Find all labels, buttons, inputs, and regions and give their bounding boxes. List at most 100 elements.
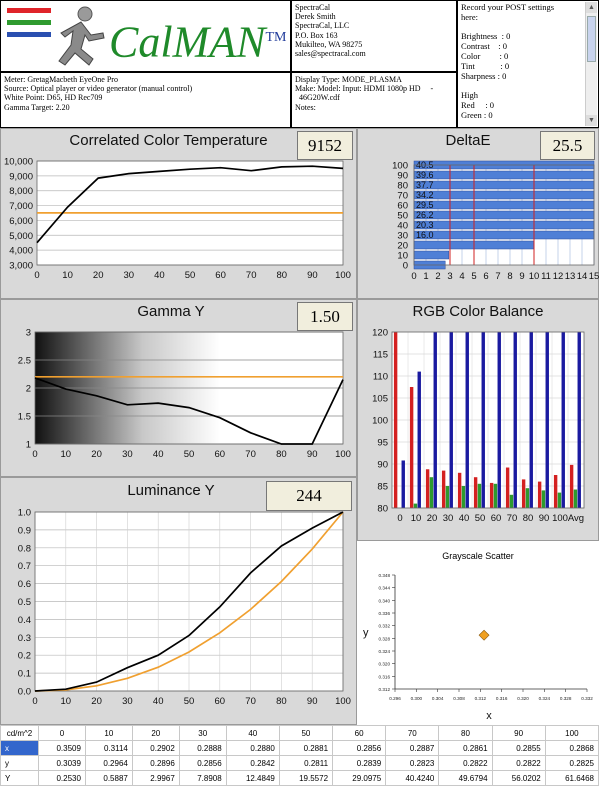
display-line: Notes: (295, 102, 316, 112)
table-cell[interactable]: 0.2839 (332, 755, 387, 771)
table-cell[interactable]: 0.2822 (491, 755, 546, 771)
cct-chart: 3,000 4,000 5,000 6,000 7,000 8,000 9,000 10,00… (4, 157, 351, 281)
row-header-cell[interactable]: Y (0, 770, 39, 786)
table-cell[interactable]: 50 (278, 725, 334, 741)
table-cell[interactable]: 0.2868 (544, 740, 599, 756)
table-cell[interactable]: 100 (544, 725, 599, 741)
table-cell[interactable]: 0.2964 (84, 755, 133, 771)
table-cell[interactable]: 0.3114 (84, 740, 133, 756)
row-header-cell[interactable]: x (0, 740, 39, 756)
x-tick-label: 0 (34, 270, 39, 281)
scroll-down-arrow-icon[interactable]: ▼ (586, 115, 597, 126)
table-cell[interactable]: 0.2823 (385, 755, 440, 771)
x-tick-label: 100 (552, 513, 568, 524)
luminance-chart: 0.0 0.1 0.2 0.3 0.4 0.5 0.6 0.7 0.8 0.9 1.0 0 10 20 30… (18, 508, 351, 708)
meter-line: White Point: D65, HD Rec709 (4, 93, 103, 103)
table-cell[interactable]: 0.2856 (178, 755, 227, 771)
x-tick-label: 0 (32, 449, 37, 460)
table-cell[interactable]: 30 (178, 725, 227, 741)
post-line: Red : 0 (461, 99, 495, 110)
y-tick-label: 0.344 (379, 586, 391, 591)
table-cell[interactable]: 0.2855 (491, 740, 546, 756)
plot-frame (34, 511, 344, 692)
rgb-bar-blue (481, 332, 485, 508)
table-cell[interactable]: 0.2902 (131, 740, 180, 756)
logo-trademark: TM (265, 30, 287, 45)
rgb-bar-green (429, 477, 434, 508)
table-cell[interactable]: 0.5887 (84, 770, 133, 786)
gamma-chart: 11.522.530 10 20 30 40 50 60 70 80 90 100 (18, 328, 351, 460)
table-cell[interactable]: 56.0202 (491, 770, 546, 786)
table-cell[interactable]: 0 (38, 725, 86, 741)
table-cell[interactable]: 60 (332, 725, 387, 741)
y-tick-label: 85 (377, 482, 388, 493)
company-line: Derek Smith (295, 12, 336, 22)
rgb-bar-red (569, 464, 574, 508)
x-tick-label: 80 (523, 513, 534, 524)
table-cell[interactable]: 0.2896 (131, 755, 180, 771)
x-tick-label: 50 (184, 449, 195, 460)
table-cell[interactable]: 90 (491, 725, 546, 741)
post-settings-box: Record your POST settings here: Brightne… (457, 0, 599, 128)
table-cell[interactable]: 0.3039 (38, 755, 86, 771)
table-cell[interactable]: 0.3509 (38, 740, 86, 756)
table-cell[interactable]: 0.2842 (225, 755, 280, 771)
table-cell[interactable]: 0.2530 (38, 770, 86, 786)
x-tick-label: 50 (184, 696, 195, 707)
table-cell[interactable]: 19.5572 (278, 770, 334, 786)
row-header-cell[interactable]: cd/m^2 (0, 725, 39, 741)
y-tick-label: 0.2 (18, 651, 31, 662)
table-cell[interactable]: 29.0975 (332, 770, 387, 786)
logo-stripe-blue (7, 32, 51, 37)
table-cell[interactable]: 2.9967 (131, 770, 180, 786)
scatter-panel: Grayscale Scatter 0.296 0.300 0.304 0.308 0.… (357, 541, 599, 725)
y-tick-label: 0.6 (18, 579, 31, 590)
cct-title: Correlated Color Temperature (69, 132, 268, 149)
rgb-bar-green (445, 486, 450, 508)
rgb-bar-red (393, 332, 398, 508)
table-cell[interactable]: 0.2887 (385, 740, 440, 756)
table-cell[interactable]: 0.2880 (225, 740, 280, 756)
table-cell[interactable]: 40 (225, 725, 280, 741)
table-cell[interactable]: 49.6794 (438, 770, 493, 786)
display-line: 46G20W.cdf (295, 93, 340, 103)
y-tick-label: 9,000 (9, 171, 33, 182)
x-tick-label: 60 (215, 696, 226, 707)
table-cell[interactable]: 0.2811 (278, 755, 334, 771)
y-tick-label: 120 (372, 328, 388, 339)
x-tick-label: 10 (61, 449, 72, 460)
table-cell[interactable]: 12.4849 (225, 770, 280, 786)
x-tick-label: 11 (541, 271, 551, 282)
row-header-cell[interactable]: y (0, 755, 39, 771)
rgb-bar-red (409, 387, 414, 508)
x-tick-label: 100 (335, 449, 351, 460)
table-cell[interactable]: 0.2861 (438, 740, 493, 756)
table-cell[interactable]: 0.2888 (178, 740, 227, 756)
cct-panel: Correlated Color Temperature 9152 3,000 4… (0, 128, 357, 299)
series-line (34, 511, 344, 692)
table-cell[interactable]: 0.2856 (332, 740, 387, 756)
x-tick-label: 40 (153, 696, 164, 707)
table-cell[interactable]: 7.8908 (178, 770, 227, 786)
scrollbar[interactable]: ▲ ▼ (585, 2, 597, 126)
display-line: Display Type: MODE_PLASMA (295, 75, 402, 84)
table-cell[interactable]: 80 (438, 725, 493, 741)
table-cell[interactable]: 10 (84, 725, 133, 741)
plot-frame (34, 331, 344, 445)
table-cell[interactable]: 40.4240 (385, 770, 440, 786)
y-tick-label: 5,000 (9, 231, 33, 242)
x-tick-label: 20 (93, 270, 104, 281)
meter-line: Source: Optical player or video generato… (4, 84, 193, 94)
rgb-bar-blue (465, 332, 469, 508)
table-cell[interactable]: 0.2825 (544, 755, 599, 771)
table-cell[interactable]: 0.2822 (438, 755, 493, 771)
table-cell[interactable]: 61.6468 (544, 770, 599, 786)
table-cell[interactable]: 0.2881 (278, 740, 334, 756)
table-cell[interactable]: 70 (385, 725, 440, 741)
deltae-bar-label: 39.6 (416, 170, 434, 180)
post-line: Sharpness : 0 (461, 70, 507, 81)
x-tick-label: 40 (154, 270, 165, 281)
scroll-up-arrow-icon[interactable]: ▲ (586, 2, 597, 13)
scroll-thumb[interactable] (587, 16, 596, 62)
table-cell[interactable]: 20 (131, 725, 180, 741)
